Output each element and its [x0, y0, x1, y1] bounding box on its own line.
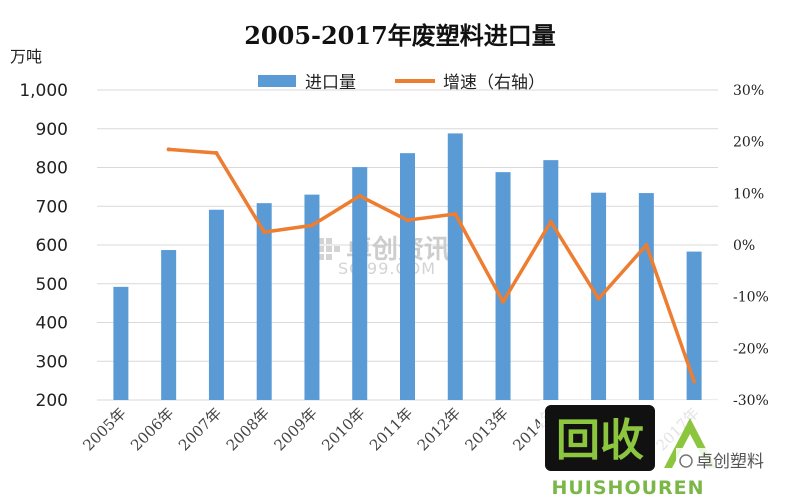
- y-axis-left: 1,000 900 800 700 600 500 400 300 200: [19, 81, 68, 411]
- legend-bar-label: 进口量: [305, 73, 356, 93]
- y-tick-label: 200: [36, 391, 68, 411]
- x-tick-label: 2010年: [318, 404, 368, 454]
- x-tick-label: 2007年: [175, 404, 225, 454]
- corner-brand: 卓创塑料: [696, 452, 764, 472]
- line-point: [548, 219, 553, 224]
- watermark-grid-icon: [318, 238, 340, 260]
- y2-tick-label: -10%: [733, 290, 769, 306]
- wechat-icon: [679, 454, 693, 468]
- watermark-logo: 回收 HUISHOUREN 卓创塑料: [540, 400, 786, 500]
- y2-tick-label: -20%: [733, 341, 769, 357]
- x-tick-label: 2006年: [127, 404, 177, 454]
- y-tick-label: 1,000: [19, 81, 68, 101]
- bar: [495, 172, 511, 400]
- x-tick-label: 2008年: [223, 404, 273, 454]
- logo-chars: 回收: [556, 415, 644, 466]
- line-point: [501, 299, 506, 304]
- bar: [638, 193, 654, 400]
- legend-bar-swatch: [258, 75, 296, 87]
- x-tick-label: 2013年: [462, 404, 512, 454]
- line-point: [405, 218, 410, 223]
- bar: [400, 153, 415, 400]
- bar: [256, 203, 272, 400]
- y-tick-label: 800: [36, 159, 68, 179]
- bar: [352, 167, 368, 400]
- logo-latin: HUISHOUREN: [551, 477, 704, 499]
- line-point: [453, 212, 458, 216]
- legend-line-label: 增速（右轴）: [443, 73, 545, 93]
- y2-tick-label: -30%: [733, 393, 769, 409]
- line-point: [692, 379, 697, 384]
- line-point: [596, 296, 601, 301]
- bar: [447, 133, 463, 400]
- y-tick-label: 600: [36, 236, 68, 256]
- x-tick-label: 2011年: [366, 404, 416, 454]
- y-tick-label: 700: [36, 197, 68, 217]
- line-point: [166, 147, 171, 152]
- y2-tick-label: 30%: [733, 83, 764, 99]
- line-point: [309, 223, 314, 228]
- growth-line: [168, 147, 696, 382]
- y-tick-label: 400: [36, 314, 68, 334]
- watermark-center: 卓创资讯 SCI99.COM: [318, 235, 450, 278]
- line-point: [644, 243, 649, 247]
- bar: [161, 250, 177, 400]
- bar: [208, 209, 224, 400]
- y-tick-label: 300: [36, 352, 68, 372]
- y2-tick-label: 0%: [733, 238, 755, 254]
- bar: [686, 251, 702, 400]
- x-tick-label: 2009年: [270, 404, 320, 454]
- line-point: [214, 151, 219, 156]
- bar: [543, 160, 559, 400]
- chart-title: 2005-2017年废塑料进口量: [244, 21, 556, 50]
- x-tick-label: 2012年: [414, 404, 464, 454]
- bar: [113, 286, 129, 400]
- corner-brand-bg: [676, 448, 786, 474]
- y2-tick-label: 10%: [733, 186, 764, 202]
- y-axis-right: 30% 20% 10% 0% -10% -20% -30%: [733, 83, 769, 409]
- y2-tick-label: 20%: [733, 135, 764, 151]
- line-series: [166, 147, 697, 384]
- y-tick-label: 900: [36, 120, 68, 140]
- legend: 进口量 增速（右轴）: [258, 73, 545, 93]
- y-axis-unit: 万吨: [10, 47, 42, 66]
- bar-series: [113, 133, 702, 400]
- y-tick-label: 500: [36, 275, 68, 295]
- logo-badge: [545, 405, 655, 471]
- x-tick-label: 2005年: [79, 404, 129, 454]
- bar: [304, 194, 320, 400]
- line-point: [357, 193, 362, 198]
- line-point: [262, 230, 267, 235]
